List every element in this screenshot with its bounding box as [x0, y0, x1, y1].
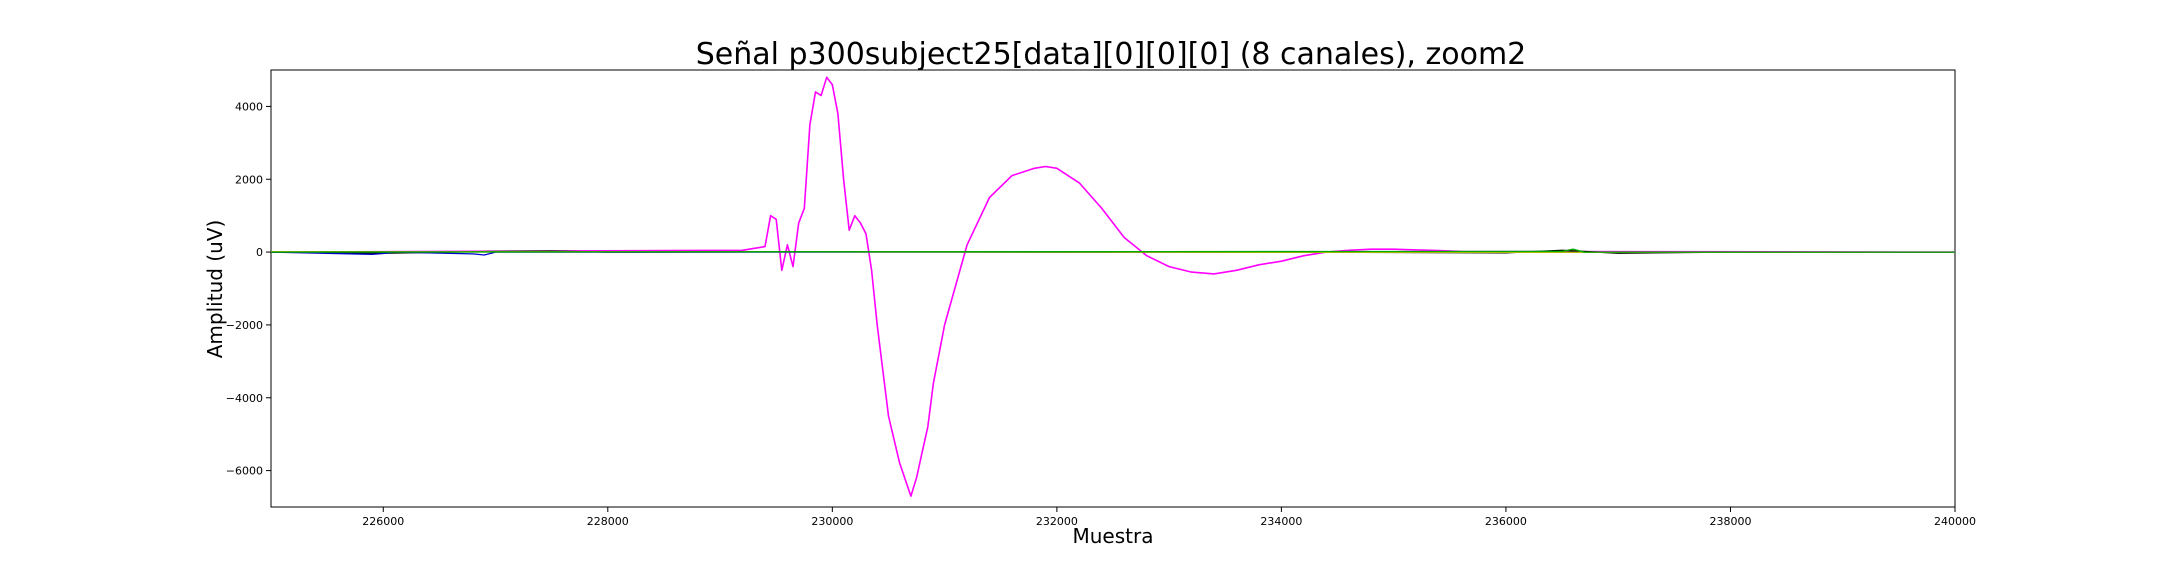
- x-tick-label: 226000: [362, 515, 404, 528]
- y-tick-label: −2000: [226, 319, 263, 332]
- x-tick-label: 236000: [1485, 515, 1527, 528]
- y-tick-label: 0: [256, 246, 263, 259]
- x-axis-label: Muestra: [1073, 524, 1154, 548]
- x-tick-label: 234000: [1260, 515, 1302, 528]
- series-line-0: [270, 76, 1956, 497]
- x-tick-label: 240000: [1934, 515, 1976, 528]
- y-tick-label: −4000: [226, 392, 263, 405]
- x-tick-label: 232000: [1036, 515, 1078, 528]
- y-axis-ticks: 4000 2000 0 −2000 −4000 −6000: [226, 100, 271, 478]
- x-axis-ticks: 226000 228000 230000 232000 234000 236000 2380…: [362, 507, 1976, 528]
- series-layer: [270, 76, 1956, 497]
- y-axis-label: Amplitud (uV): [203, 220, 227, 359]
- series-line-4: [270, 248, 1955, 253]
- x-tick-label: 230000: [811, 515, 853, 528]
- plot-frame: [270, 69, 1956, 508]
- y-tick-label: 2000: [235, 173, 263, 186]
- x-tick-label: 228000: [587, 515, 629, 528]
- y-tick-label: 4000: [235, 100, 263, 113]
- chart-title: Señal p300subject25[data][0][0][0] (8 ca…: [696, 37, 1527, 72]
- y-tick-label: −6000: [226, 465, 263, 478]
- plot-area: [270, 69, 1956, 508]
- x-tick-label: 238000: [1709, 515, 1751, 528]
